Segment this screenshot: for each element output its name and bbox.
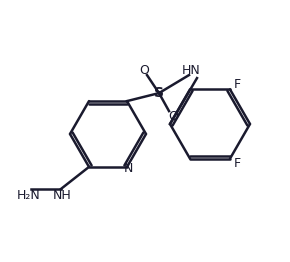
Text: N: N xyxy=(123,162,133,175)
Text: F: F xyxy=(233,78,241,91)
Text: F: F xyxy=(233,157,241,170)
Text: NH: NH xyxy=(52,189,71,203)
Text: O: O xyxy=(168,110,178,123)
Text: H₂N: H₂N xyxy=(17,189,41,203)
Text: HN: HN xyxy=(182,64,200,77)
Text: O: O xyxy=(139,64,149,77)
Text: S: S xyxy=(154,86,164,100)
